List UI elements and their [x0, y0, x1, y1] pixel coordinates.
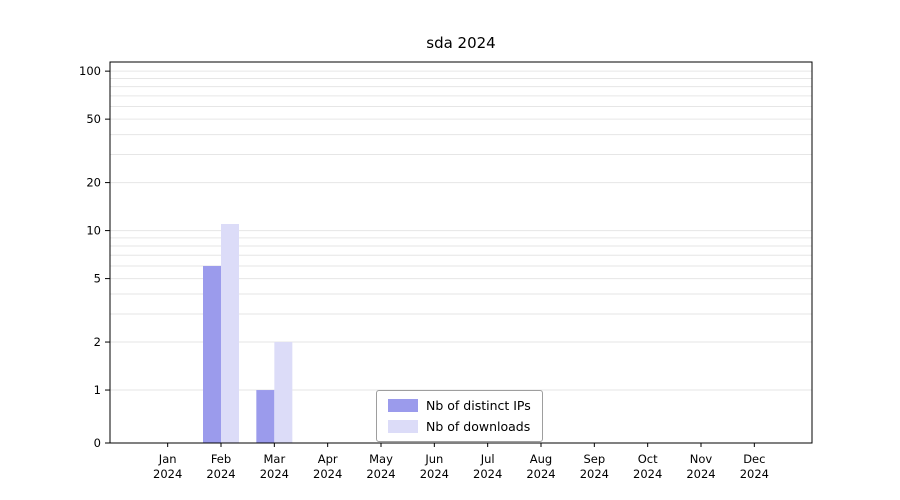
x-tick-year: 2024: [313, 467, 342, 481]
legend-swatch-downloads: [388, 420, 418, 433]
plot-frame: [109, 61, 813, 444]
y-tick-label: 1: [94, 383, 101, 397]
x-tick-month: Jun: [424, 452, 443, 466]
legend-label-distinct-ips: Nb of distinct IPs: [426, 398, 531, 413]
x-tick-month: Jan: [158, 452, 177, 466]
legend-swatch-distinct-ips: [388, 399, 418, 412]
x-tick-year: 2024: [740, 467, 769, 481]
y-axis: 0 1 2 5 10 20 50 100: [79, 64, 110, 450]
y-tick-label: 0: [94, 436, 101, 450]
y-tick-label: 2: [94, 335, 101, 349]
x-tick-year: 2024: [473, 467, 502, 481]
x-tick-year: 2024: [580, 467, 609, 481]
x-tick-month: Aug: [530, 452, 552, 466]
x-tick-month: Jul: [480, 452, 495, 466]
x-tick-year: 2024: [526, 467, 555, 481]
bars: [203, 223, 293, 443]
legend-item-distinct-ips: Nb of distinct IPs: [388, 398, 531, 413]
legend: Nb of distinct IPs Nb of downloads: [376, 390, 543, 442]
bar: [274, 342, 293, 443]
x-tick-year: 2024: [153, 467, 182, 481]
y-tick-label: 20: [86, 176, 101, 190]
x-tick-year: 2024: [366, 467, 395, 481]
bar-series-1: [221, 223, 293, 443]
x-tick-month: Nov: [690, 452, 713, 466]
gridlines: [110, 70, 812, 391]
x-axis: Jan2024Feb2024Mar2024Apr2024May2024Jun20…: [153, 443, 769, 481]
legend-item-downloads: Nb of downloads: [388, 419, 531, 434]
x-tick-year: 2024: [206, 467, 235, 481]
x-tick-year: 2024: [633, 467, 662, 481]
x-tick-month: Feb: [211, 452, 231, 466]
x-tick-month: Sep: [583, 452, 605, 466]
x-tick-month: Oct: [638, 452, 658, 466]
y-tick-label: 5: [94, 272, 101, 286]
x-tick-month: Mar: [263, 452, 285, 466]
y-tick-label: 10: [86, 224, 101, 238]
bar: [256, 390, 275, 443]
bar: [203, 265, 221, 443]
x-tick-month: May: [369, 452, 393, 466]
x-tick-year: 2024: [420, 467, 449, 481]
legend-label-downloads: Nb of downloads: [426, 419, 531, 434]
x-tick-year: 2024: [260, 467, 289, 481]
y-tick-label: 50: [86, 112, 101, 126]
x-tick-month: Apr: [318, 452, 338, 466]
x-tick-month: Dec: [743, 452, 765, 466]
x-tick-year: 2024: [686, 467, 715, 481]
bar-series-0: [203, 265, 275, 443]
chart-title: sda 2024: [426, 34, 496, 52]
y-tick-label: 100: [79, 64, 101, 78]
bar: [221, 223, 239, 443]
